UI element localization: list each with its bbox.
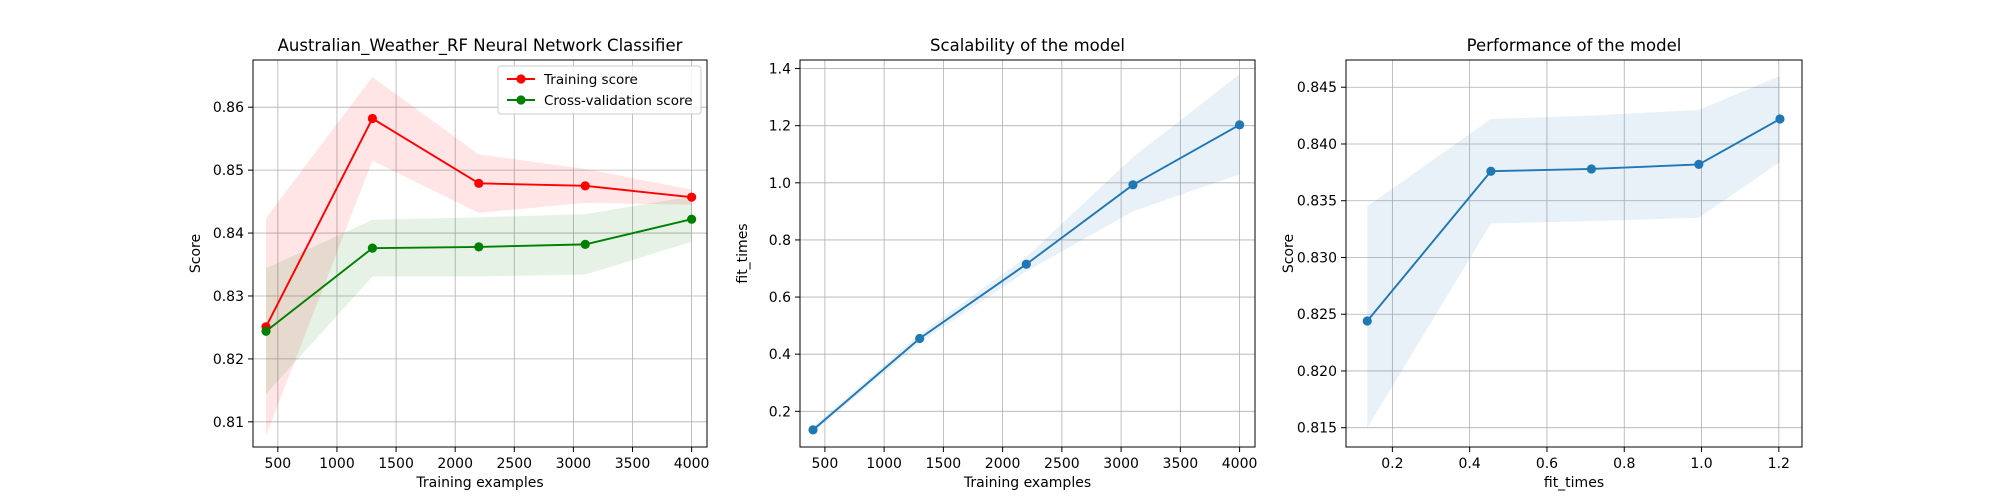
x-tick-label: 1.0	[1690, 456, 1712, 472]
chart-panel-2: 500 1000 1500 2000 2500 3000 3500 4000 0.2 0.4 0.6…	[735, 36, 1257, 491]
y-tick-label: 0.83	[213, 289, 244, 305]
x-tick-label: 3000	[556, 456, 592, 472]
legend: Training score Cross-validation score	[497, 65, 702, 115]
x-tick-label: 0.2	[1381, 456, 1403, 472]
data-point	[261, 326, 271, 336]
data-point	[1021, 259, 1031, 269]
x-tick-label: 500	[812, 456, 839, 472]
data-point	[1586, 164, 1596, 174]
data-point	[1486, 166, 1496, 176]
x-tick-label: 500	[264, 456, 291, 472]
y-tick-label: 0.825	[1297, 307, 1337, 323]
legend-box	[497, 65, 702, 115]
x-tick-label: 2500	[1044, 456, 1080, 472]
y-tick-label: 0.840	[1297, 137, 1337, 153]
x-tick-label: 2000	[985, 456, 1021, 472]
x-tick-label: 1500	[926, 456, 962, 472]
data-point	[808, 425, 818, 435]
y-tick-label: 0.84	[213, 226, 244, 242]
confidence-band-1	[1367, 75, 1780, 428]
data-point	[367, 113, 378, 124]
chart-panel-1: 500 1000 1500 2000 2500 3000 3500 4000 0.81 0.82 0…	[188, 36, 709, 491]
legend-marker	[516, 74, 526, 84]
y-axis-label: Score	[1281, 234, 1297, 273]
data-point	[580, 239, 590, 249]
y-tick-label: 1.2	[769, 119, 791, 135]
x-axis-label: Training examples	[963, 475, 1091, 491]
x-tick-label: 1.2	[1768, 456, 1790, 472]
axes-frame	[252, 59, 708, 448]
x-tick-label: 0.4	[1459, 456, 1481, 472]
x-axis-label: fit_times	[1544, 475, 1604, 491]
y-tick-label: 0.845	[1297, 80, 1337, 96]
x-tick-label: 1000	[866, 456, 902, 472]
y-tick-label: 0.86	[213, 100, 244, 116]
x-tick-label: 2500	[496, 456, 532, 472]
chart-title: Performance of the model	[1467, 36, 1682, 55]
legend-label: Cross-validation score	[544, 93, 693, 109]
x-tick-label: 3500	[1163, 456, 1199, 472]
y-tick-label: 0.81	[213, 415, 244, 431]
y-tick-label: 0.835	[1297, 194, 1337, 210]
y-axis-label: fit_times	[735, 223, 751, 283]
x-tick-label: 1000	[319, 456, 355, 472]
x-tick-label: 4000	[1222, 456, 1258, 472]
data-point	[687, 192, 697, 202]
y-tick-label: 0.85	[213, 163, 244, 179]
y-tick-label: 0.2	[769, 404, 791, 420]
data-point	[1362, 316, 1372, 326]
y-tick-label: 1.4	[769, 62, 791, 78]
data-point	[580, 181, 590, 191]
x-tick-label: 0.6	[1536, 456, 1558, 472]
axes-frame	[799, 59, 1256, 448]
y-tick-label: 0.8	[769, 233, 791, 249]
data-point	[474, 178, 484, 188]
data-point	[367, 243, 378, 253]
y-tick-label: 1.0	[769, 176, 791, 192]
legend-marker	[516, 95, 526, 105]
chart-title: Australian_Weather_RF Neural Network Cla…	[278, 36, 683, 56]
data-point	[1775, 114, 1785, 124]
x-tick-label: 4000	[674, 456, 710, 472]
y-tick-label: 0.830	[1297, 250, 1337, 266]
x-tick-label: 2000	[437, 456, 473, 472]
data-point	[1128, 180, 1138, 190]
y-tick-label: 0.4	[769, 347, 791, 363]
data-point	[1694, 159, 1704, 170]
y-tick-label: 0.6	[769, 290, 791, 306]
x-tick-label: 1500	[378, 456, 414, 472]
x-tick-label: 0.8	[1613, 456, 1635, 472]
y-axis-label: Score	[188, 234, 204, 273]
data-point	[474, 242, 484, 252]
y-tick-label: 0.815	[1297, 421, 1337, 437]
x-axis-label: Training examples	[415, 475, 543, 491]
data-point	[915, 333, 925, 344]
legend-label: Training score	[543, 72, 638, 88]
x-tick-label: 3500	[615, 456, 651, 472]
y-tick-label: 0.820	[1297, 364, 1337, 380]
data-point	[687, 214, 697, 224]
axes-frame	[1345, 59, 1803, 448]
confidence-band-1	[813, 74, 1240, 433]
x-tick-label: 3000	[1103, 456, 1139, 472]
y-tick-label: 0.82	[213, 352, 244, 368]
chart-panel-3: 0.2 0.4 0.6 0.8 1.0 1.2 0.815 0.820 0.825 0.830 0.…	[1281, 36, 1803, 491]
data-point	[1234, 120, 1245, 130]
chart-title: Scalability of the model	[930, 36, 1125, 55]
